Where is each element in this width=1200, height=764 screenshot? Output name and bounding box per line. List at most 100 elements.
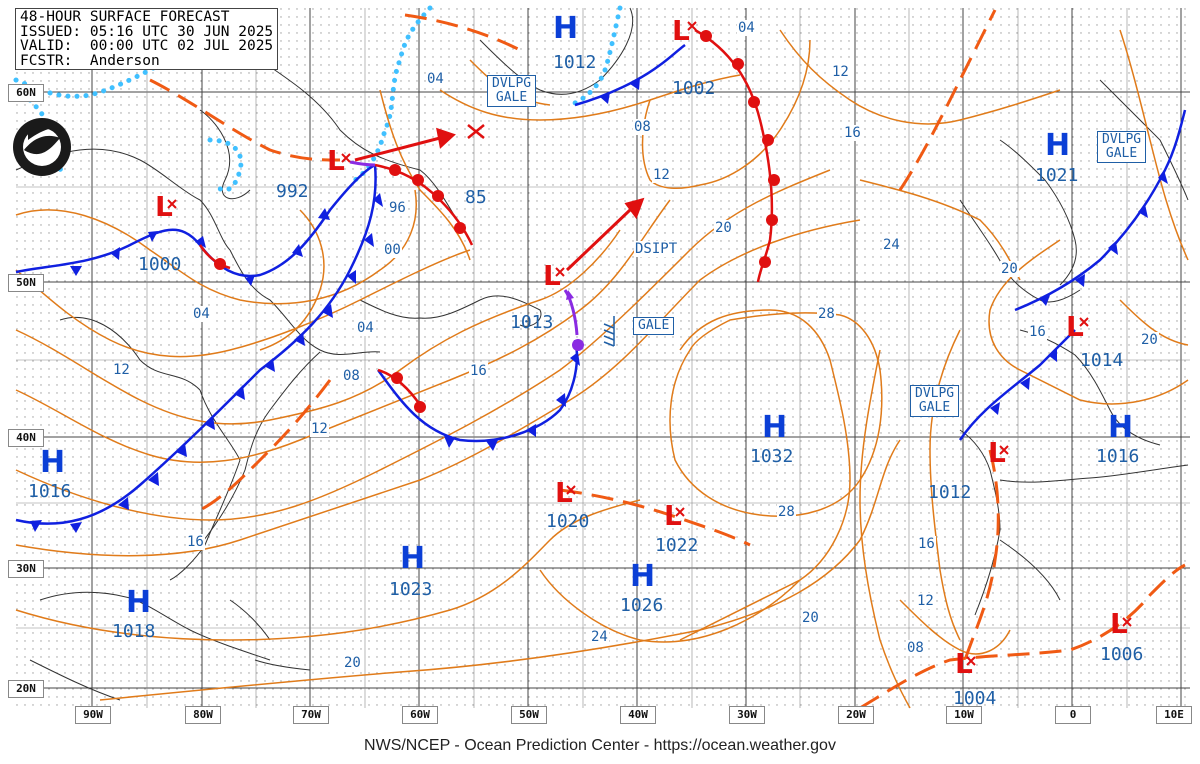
forecast-forecaster: FCSTR: Anderson — [20, 52, 160, 69]
isobar-label: 16 — [469, 363, 488, 379]
lat-label-40n: 40N — [8, 429, 44, 447]
dissipating-label: DSIPT — [634, 241, 679, 257]
noaa-logo-icon — [13, 118, 71, 176]
pressure-value: 1020 — [546, 511, 590, 532]
warning-label-developing-gale: DVLPG GALE — [487, 75, 537, 107]
isobar-label: 12 — [652, 167, 671, 183]
svg-text:H: H — [762, 410, 787, 445]
storm-track-arrows — [354, 127, 645, 272]
lat-label-50n: 50N — [8, 274, 44, 292]
lon-label-30w: 30W — [729, 706, 765, 724]
isobar-label: 20 — [714, 220, 733, 236]
forecast-issued: ISSUED: 05:16 UTC 30 JUN 2025 — [20, 23, 274, 40]
pressure-value: 1032 — [750, 446, 794, 467]
warning-label-gale: GALE — [633, 317, 675, 335]
pressure-value: 1013 — [510, 312, 554, 333]
lon-label-40w: 40W — [620, 706, 656, 724]
svg-text:H: H — [553, 11, 578, 46]
svg-text:L: L — [543, 259, 561, 292]
isobar-label: 04 — [192, 306, 211, 322]
high-centers: H H H H H H H H — [40, 11, 1133, 620]
pressure-value: 1006 — [1100, 644, 1144, 665]
svg-text:L: L — [672, 14, 690, 47]
warning-label-developing-gale: DVLPG GALE — [1097, 131, 1147, 163]
isobar-label: 00 — [383, 242, 402, 258]
pressure-value: 1016 — [1096, 446, 1140, 467]
svg-text:L: L — [955, 647, 973, 680]
isobar-label: 12 — [112, 362, 131, 378]
lon-label-70w: 70W — [293, 706, 329, 724]
coastlines — [15, 7, 1189, 701]
pressure-value: 1012 — [928, 482, 972, 503]
lon-label-0: 0 — [1055, 706, 1091, 724]
occluded-front-short — [349, 160, 376, 167]
isobar-label: 24 — [590, 629, 609, 645]
svg-text:L: L — [664, 499, 682, 532]
pressure-value: 1012 — [553, 52, 597, 73]
pressure-value: 1002 — [672, 78, 716, 99]
svg-text:H: H — [40, 445, 65, 480]
pressure-value: 1021 — [1035, 165, 1079, 186]
svg-text:H: H — [400, 541, 425, 576]
lon-label-20w: 20W — [838, 706, 874, 724]
lat-label-20n: 20N — [8, 680, 44, 698]
map-background — [16, 8, 1190, 708]
svg-text:H: H — [630, 559, 655, 594]
warm-front-bumps — [214, 30, 780, 413]
pressure-value: 1022 — [655, 535, 699, 556]
lon-label-50w: 50W — [511, 706, 547, 724]
isobar-label: 20 — [1140, 332, 1159, 348]
svg-text:L: L — [555, 476, 573, 509]
isobar-label: 08 — [633, 119, 652, 135]
svg-text:L: L — [155, 190, 173, 223]
isobar-label: 04 — [426, 71, 445, 87]
graticule — [16, 8, 1190, 708]
svg-text:L: L — [327, 144, 345, 177]
lat-label-60n: 60N — [8, 84, 44, 102]
isobar-label: 04 — [737, 20, 756, 36]
dissipated-low-icon — [467, 124, 485, 139]
isobar-label: 28 — [777, 504, 796, 520]
isobar-label: 04 — [356, 320, 375, 336]
svg-text:H: H — [126, 585, 151, 620]
svg-text:H: H — [1045, 128, 1070, 163]
pressure-value: 1023 — [389, 579, 433, 600]
svg-text:L: L — [988, 436, 1006, 469]
low-center-crosses — [167, 21, 1132, 666]
isobar-label: 24 — [882, 237, 901, 253]
isobar-label: 16 — [1028, 324, 1047, 340]
isobar-label: 16 — [186, 534, 205, 550]
isobar-label: 28 — [817, 306, 836, 322]
occluded-front — [563, 289, 584, 351]
low-centers: L L L L L L L L L L — [155, 14, 1128, 680]
pressure-value: 1000 — [138, 254, 182, 275]
forecast-title: 48-HOUR SURFACE FORECAST — [20, 9, 230, 25]
warning-label-developing-gale: DVLPG GALE — [910, 385, 960, 417]
lon-label-80w: 80W — [185, 706, 221, 724]
lon-label-10w: 10W — [946, 706, 982, 724]
isobar-label: 12 — [831, 64, 850, 80]
svg-text:H: H — [1108, 410, 1133, 445]
trough-lines — [149, 9, 1186, 710]
isobar-label: 12 — [310, 421, 329, 437]
pressure-value: 1016 — [28, 481, 72, 502]
svg-text:L: L — [1110, 607, 1128, 640]
pressure-value: 1018 — [112, 621, 156, 642]
footer-credit: NWS/NCEP - Ocean Prediction Center - htt… — [364, 737, 836, 754]
isobar-label: 20 — [1000, 261, 1019, 277]
isobar-label: 12 — [916, 593, 935, 609]
lon-label-10e: 10E — [1156, 706, 1192, 724]
pressure-value: 1026 — [620, 595, 664, 616]
isobar-label: 08 — [906, 640, 925, 656]
pressure-value: 85 — [465, 187, 487, 208]
isobar-label: 20 — [343, 655, 362, 671]
forecast-header: 48-HOUR SURFACE FORECAST ISSUED: 05:16 U… — [15, 8, 279, 70]
pressure-value: 992 — [276, 181, 309, 202]
isobar-label: 16 — [843, 125, 862, 141]
lon-label-60w: 60W — [402, 706, 438, 724]
wind-barb-icon — [603, 316, 615, 347]
svg-text:L: L — [1066, 310, 1084, 343]
isobar-label: 96 — [388, 200, 407, 216]
cold-front-barbs — [30, 78, 1168, 533]
